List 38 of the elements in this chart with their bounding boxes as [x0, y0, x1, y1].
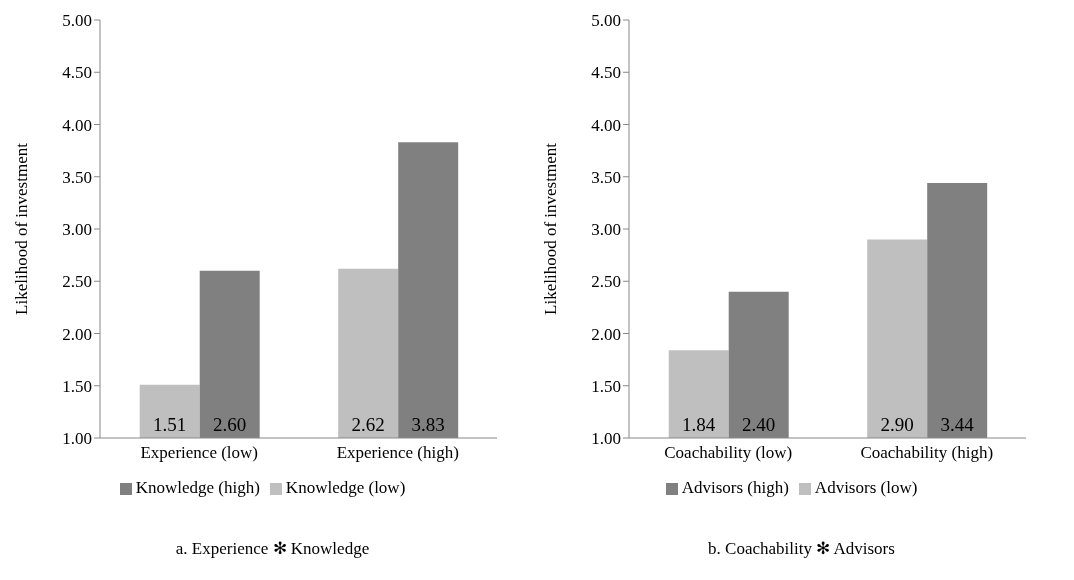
y-tick-label: 3.50: [591, 167, 621, 187]
data-label: 3.83: [411, 414, 445, 435]
data-label: 3.44: [940, 414, 975, 435]
y-tick-label: 5.00: [591, 11, 621, 31]
x-tick-label: Coachability (high): [860, 443, 994, 463]
y-tick-label: 3.00: [62, 220, 92, 240]
x-tick-label: Experience (low): [140, 443, 259, 463]
legend-label: Knowledge (low): [285, 478, 406, 497]
data-label: 2.60: [213, 414, 247, 435]
data-label: 2.62: [351, 414, 385, 435]
y-tick-label: 4.50: [62, 63, 92, 83]
y-tick-label: 1.00: [62, 429, 92, 449]
data-label: 2.90: [880, 414, 914, 435]
legend-label: Knowledge (high): [135, 478, 260, 497]
y-tick-label: 4.50: [591, 63, 621, 83]
text: a. Experience ✻ Knowledge: [174, 538, 371, 559]
y-axis-title: Likelihood of investment: [541, 142, 561, 315]
data-label: 1.84: [682, 414, 716, 435]
x-tick-label: Coachability (low): [664, 443, 793, 463]
data-label: 2.40: [742, 414, 776, 435]
text: b. Coachability ✻ Advisors: [707, 538, 896, 559]
y-tick-label: 1.50: [591, 376, 621, 396]
x-tick-label: Experience (high): [336, 443, 459, 463]
y-tick-label: 1.50: [62, 376, 92, 396]
y-axis-title: Likelihood of investment: [12, 142, 32, 315]
y-tick-label: 2.00: [591, 324, 621, 344]
y-tick-label: 2.00: [62, 324, 92, 344]
data-label: 1.51: [153, 414, 187, 435]
y-tick-label: 3.00: [591, 220, 621, 240]
legend-label: Advisors (high): [681, 478, 789, 497]
y-tick-label: 4.00: [591, 115, 621, 135]
y-tick-label: 3.50: [62, 167, 92, 187]
y-tick-label: 5.00: [62, 11, 92, 31]
y-tick-label: 4.00: [62, 115, 92, 135]
y-tick-label: 1.00: [591, 429, 621, 449]
y-tick-label: 2.50: [591, 272, 621, 292]
legend-label: Advisors (low): [814, 478, 918, 497]
y-tick-label: 2.50: [62, 272, 92, 292]
